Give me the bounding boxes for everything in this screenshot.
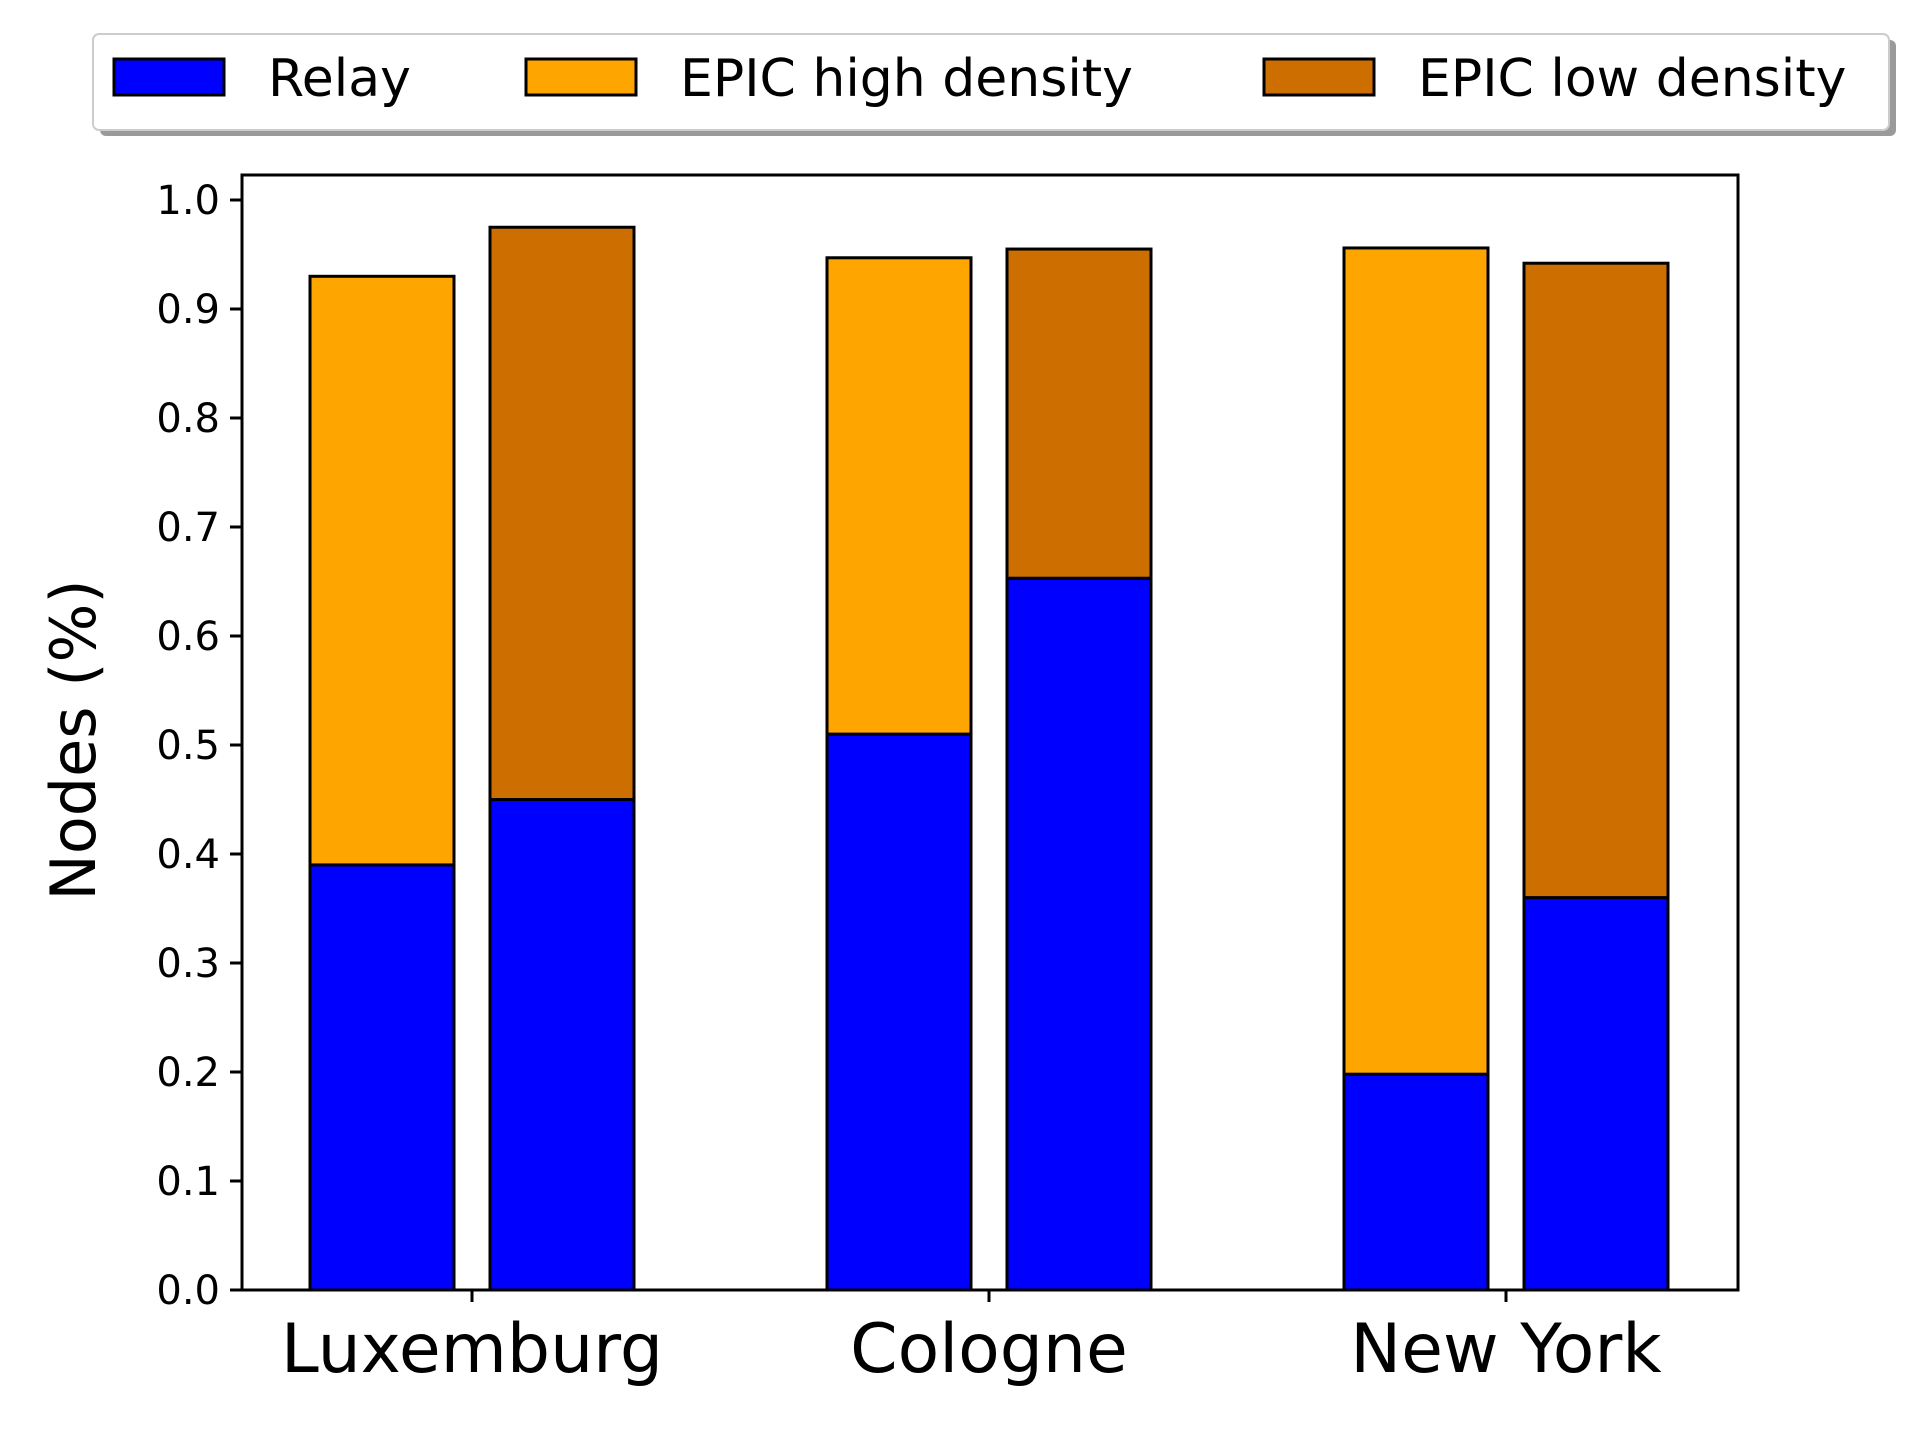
legend-swatch-epic-low <box>1262 57 1376 97</box>
bar-epic-low <box>488 225 636 801</box>
legend-label-epic-high: EPIC high density <box>680 49 1133 109</box>
y-tick-label: 0.9 <box>156 287 220 333</box>
x-tick-label: Cologne <box>850 1310 1128 1389</box>
bar-epic-high <box>825 256 973 736</box>
x-axis-ticks: Luxemburg Cologne New York <box>281 1290 1662 1389</box>
bar-relay <box>1005 576 1153 1292</box>
bar-relay <box>488 798 636 1292</box>
y-tick-label: 1.0 <box>156 178 220 224</box>
y-tick-label: 0.0 <box>156 1268 220 1314</box>
x-tick-label: New York <box>1350 1310 1662 1389</box>
plot-area <box>242 175 1738 1290</box>
y-tick-label: 0.4 <box>156 832 220 878</box>
legend-swatch-epic-high <box>524 57 638 97</box>
y-tick-label: 0.5 <box>156 723 220 769</box>
bar-epic-low <box>1005 247 1153 580</box>
legend: Relay EPIC high density EPIC low density <box>92 33 1896 136</box>
x-tick-label: Luxemburg <box>281 1310 663 1389</box>
bar-epic-low <box>1522 261 1670 900</box>
bar-relay <box>308 863 456 1292</box>
y-tick-label: 0.3 <box>156 941 220 987</box>
legend-label-relay: Relay <box>268 49 411 109</box>
bar-relay <box>1342 1072 1490 1292</box>
bar-relay <box>1522 896 1670 1292</box>
bar-epic-high <box>1342 246 1490 1076</box>
plot-frame <box>240 173 1740 1292</box>
legend-swatch-relay <box>112 57 226 97</box>
y-tick-label: 0.1 <box>156 1159 220 1205</box>
bar-relay <box>825 732 973 1292</box>
y-tick-label: 0.8 <box>156 396 220 442</box>
y-tick-label: 0.2 <box>156 1050 220 1096</box>
bar-epic-high <box>308 274 456 867</box>
y-tick-label: 0.6 <box>156 614 220 660</box>
y-axis-ticks: 0.0 0.1 0.2 0.3 0.4 0.5 0.6 0.7 0.8 0.9 1.0 <box>156 178 242 1314</box>
y-axis-label: Nodes (%) <box>37 579 110 900</box>
bars-layer <box>308 225 1670 1292</box>
legend-label-epic-low: EPIC low density <box>1418 49 1846 109</box>
y-tick-label: 0.7 <box>156 505 220 551</box>
